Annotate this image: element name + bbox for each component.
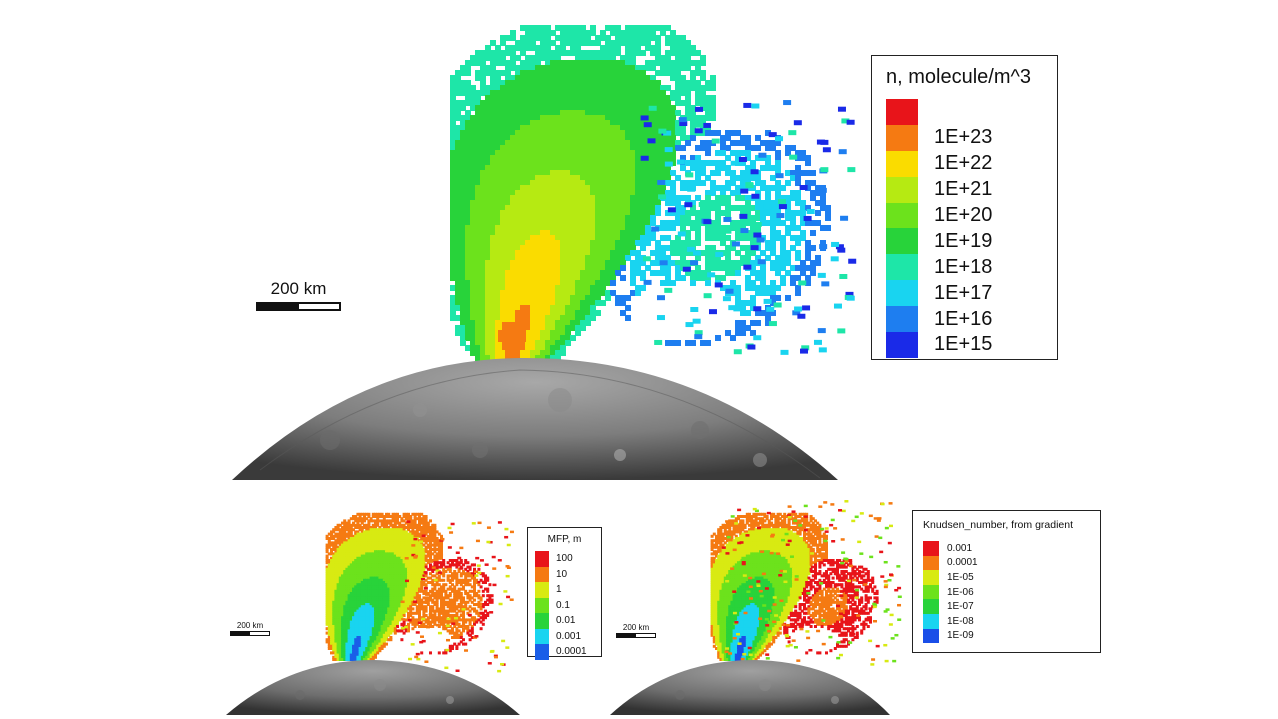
scale-bar-knudsen: 200 km: [616, 623, 656, 638]
legend-label: 1E-07: [947, 601, 974, 613]
legend-label: 10: [556, 568, 568, 580]
legend-entry: 0.01: [535, 613, 594, 629]
legend-swatch: [923, 599, 939, 614]
legend-entry: 0.0001: [535, 644, 594, 660]
scale-bar-label: 200 km: [236, 621, 264, 630]
legend-label: 0.001: [947, 542, 973, 554]
scale-bar-mfp: 200 km: [230, 621, 270, 636]
legend-swatch: [923, 584, 939, 600]
legend-entry: 1E+20: [886, 202, 1043, 229]
scale-bar-main: 200 km: [256, 279, 341, 311]
density-legend: n, molecule/m^3 1E+23 1E+22 1E+21 1E+20 1E+1…: [871, 55, 1058, 360]
legend-swatch: [923, 628, 939, 644]
legend-label: 0.1: [556, 599, 570, 611]
legend-label: 1E+22: [934, 152, 993, 175]
legend-label: 1E-05: [947, 571, 974, 583]
mfp-legend: MFP, m 100 10 1 0.1 0.01 0.001 0.0001: [527, 527, 602, 660]
legend-swatch: [886, 202, 918, 229]
legend-entry: 0.0001: [923, 555, 1090, 571]
legend-entry: 1E+22: [886, 150, 1043, 177]
density-panel: 200 km n, molecule/m^3 1E+23 1E+22 1E+21 1E…: [232, 25, 1058, 480]
moon-surface-small: [610, 660, 890, 715]
legend-entry: 1E-06: [923, 584, 1090, 600]
legend-swatch: [535, 582, 549, 598]
legend-entry: 1E-08: [923, 613, 1090, 629]
legend-swatch: [923, 541, 939, 556]
legend-entry: 1: [535, 582, 594, 598]
legend-swatch: [886, 124, 918, 151]
legend-swatch: [886, 332, 918, 358]
legend-entry: 0.001: [923, 541, 1090, 556]
density-plume: [450, 25, 857, 361]
legend-label: 1E+23: [934, 126, 993, 149]
legend-swatch: [886, 280, 918, 307]
legend-label: 0.01: [556, 615, 576, 627]
legend-swatch: [535, 613, 549, 629]
legend-entry: 1E+17: [886, 280, 1043, 307]
legend-label: 0.001: [556, 630, 582, 642]
density-legend-title: n, molecule/m^3: [886, 66, 1031, 88]
moon-surface: [232, 357, 838, 480]
legend-entry: 100: [535, 551, 594, 567]
legend-swatch: [923, 613, 939, 629]
legend-entry: 0.1: [535, 597, 594, 613]
legend-entry: 1E-07: [923, 599, 1090, 614]
mfp-plume-plot: [226, 512, 520, 715]
legend-label: 1E-08: [947, 615, 974, 627]
legend-label: 1E+21: [934, 178, 993, 201]
legend-label: 1E+17: [934, 281, 993, 304]
mfp-panel: 200 km: [0, 490, 640, 719]
legend-swatch: [923, 555, 939, 571]
legend-swatch: [535, 644, 549, 660]
knudsen-legend: Knudsen_number, from gradient 0.001 0.000…: [912, 510, 1101, 653]
legend-swatch: [886, 99, 918, 125]
density-legend-rows: 1E+23 1E+22 1E+21 1E+20 1E+19 1E+18 1E+17 1E+16…: [886, 99, 1043, 358]
legend-label: 1E+20: [934, 204, 993, 226]
legend-entry: 10: [535, 566, 594, 582]
moon-surface-small: [226, 660, 520, 715]
legend-label: 1: [556, 584, 562, 596]
legend-label: 0.0001: [947, 557, 978, 569]
legend-swatch: [886, 306, 918, 333]
mfp-plume: [325, 512, 514, 673]
knudsen-plume: [710, 500, 902, 666]
legend-label: 0.0001: [556, 646, 587, 658]
legend-swatch: [886, 176, 918, 203]
legend-swatch: [886, 150, 918, 177]
legend-swatch: [535, 551, 549, 567]
legend-entry: 1E+21: [886, 176, 1043, 203]
legend-label: 1E+18: [934, 255, 993, 278]
knudsen-legend-rows: 0.001 0.0001 1E-05 1E-06 1E-07 1E-08 1E-09: [923, 541, 1090, 644]
knudsen-legend-title: Knudsen_number, from gradient: [923, 519, 1074, 531]
scale-bar-label: 200 km: [270, 279, 327, 298]
scale-bar-label: 200 km: [622, 623, 650, 632]
legend-swatch: [886, 254, 918, 281]
legend-entry: 1E+18: [886, 254, 1043, 281]
legend-label: 1E-06: [947, 586, 974, 598]
mfp-legend-title: MFP, m: [547, 534, 582, 545]
legend-entry: 1E+23: [886, 124, 1043, 151]
legend-label: 1E+16: [934, 307, 993, 330]
legend-swatch: [535, 597, 549, 613]
legend-entry: 1E+19: [886, 228, 1043, 255]
legend-swatch: [535, 628, 549, 644]
legend-entry: [886, 99, 1043, 125]
legend-label: 1E+19: [934, 229, 993, 252]
legend-entry: 1E+16: [886, 306, 1043, 333]
knudsen-plume-plot: [610, 500, 902, 715]
legend-entry: 1E-09: [923, 628, 1090, 644]
legend-entry: 1E+15: [886, 332, 1043, 358]
knudsen-panel: 200 km: [600, 490, 940, 719]
density-plume-plot: [232, 25, 857, 480]
legend-label: 1E-09: [947, 630, 974, 642]
legend-swatch: [535, 566, 549, 582]
legend-label: 1E+15: [934, 333, 993, 356]
legend-swatch: [923, 570, 939, 585]
legend-entry: 0.001: [535, 628, 594, 644]
legend-entry: 1E-05: [923, 570, 1090, 585]
legend-swatch: [886, 228, 918, 255]
mfp-legend-rows: 100 10 1 0.1 0.01 0.001 0.0001: [535, 551, 594, 660]
legend-label: 100: [556, 553, 573, 565]
